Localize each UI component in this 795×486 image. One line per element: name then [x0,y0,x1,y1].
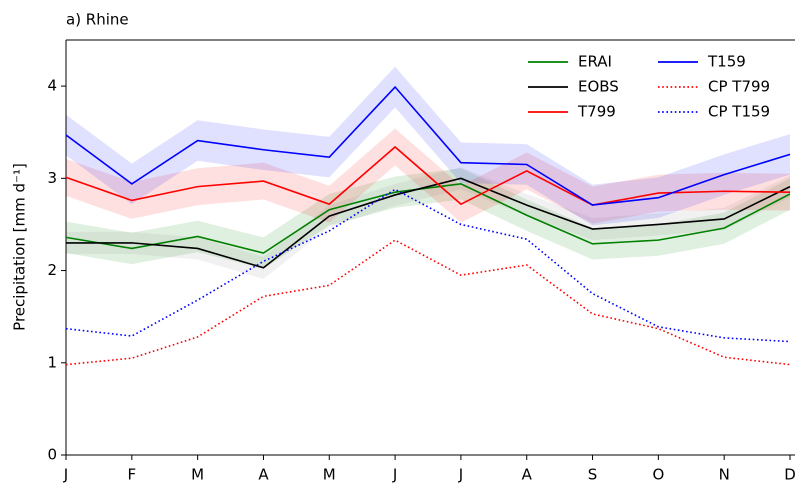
legend-label: T799 [577,103,616,121]
x-tick-label: J [392,466,397,484]
chart-title: a) Rhine [66,11,129,29]
x-tick-label: F [127,466,136,484]
legend-label: CP T159 [708,103,770,121]
y-axis-label: Precipitation [mm d⁻¹] [11,163,29,331]
y-tick-label: 4 [47,77,57,95]
legend-label: T159 [707,53,746,71]
legend-label: ERAI [578,53,612,71]
y-tick-label: 0 [47,446,57,464]
y-tick-label: 1 [47,353,57,371]
x-tick-label: M [191,466,204,484]
x-tick-label: D [784,466,795,484]
series-line [65,183,791,254]
series-line [66,177,791,269]
y-tick-label: 3 [47,169,57,187]
legend-label: EOBS [578,78,619,96]
x-tick-label: M [323,466,336,484]
series-line [65,85,791,206]
series-line [65,145,791,206]
x-tick-label: S [588,466,598,484]
uncertainty-band [66,66,790,226]
uncertainty-band [66,167,790,279]
series-line [65,239,791,366]
x-tick-label: A [522,466,533,484]
x-tick-label: J [63,466,68,484]
x-tick-label: O [652,466,664,484]
x-tick-label: N [719,466,730,484]
y-tick-label: 2 [47,261,57,279]
x-tick-label: J [458,466,463,484]
x-tick-label: A [258,466,269,484]
legend-label: CP T799 [708,78,770,96]
